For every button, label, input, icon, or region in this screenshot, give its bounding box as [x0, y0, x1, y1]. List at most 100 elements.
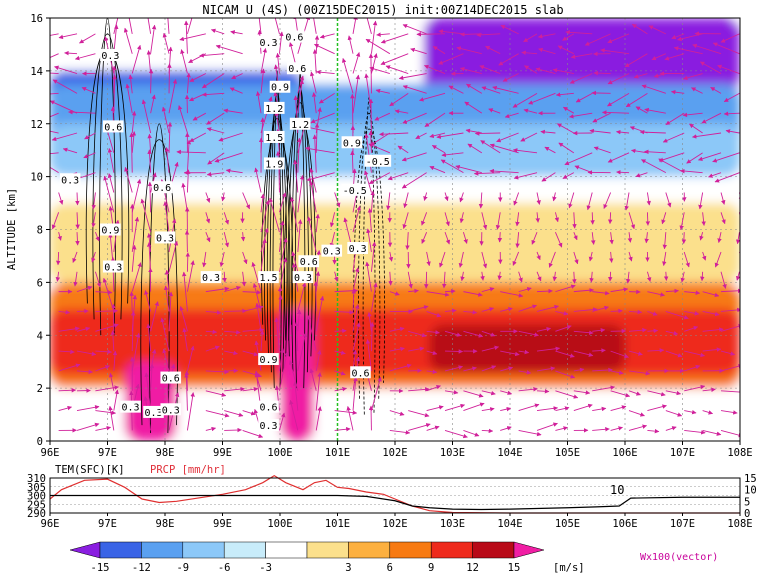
- wind-vector: [647, 428, 660, 434]
- wind-vector: [721, 288, 740, 294]
- contour-label: 0.6: [162, 374, 180, 385]
- wind-vector: [223, 108, 243, 114]
- wind-vector: [260, 68, 266, 94]
- wind-vector: [684, 290, 701, 295]
- wind-vector: [714, 172, 740, 183]
- wind-vector: [647, 328, 659, 334]
- wind-vector: [431, 145, 446, 154]
- left-tick-label: 290: [27, 508, 46, 520]
- timeseries-annotation: 10: [610, 483, 624, 497]
- wind-vector: [708, 172, 722, 178]
- contour-label-box: [59, 173, 81, 186]
- wind-vector: [403, 192, 409, 209]
- wind-vector: [537, 33, 556, 39]
- wind-vector: [307, 216, 317, 253]
- wind-vector: [515, 232, 520, 249]
- wind-vector: [573, 251, 579, 265]
- wind-vector: [592, 385, 616, 392]
- wind-vector: [76, 422, 100, 431]
- wind-vector: [648, 25, 667, 35]
- wind-vector: [278, 351, 289, 391]
- wind-vector: [113, 389, 119, 411]
- wind-vector: [95, 385, 119, 392]
- wind-vector: [562, 172, 575, 179]
- wind-vector: [573, 287, 594, 293]
- wind-vector: [107, 173, 115, 193]
- wind-vector: [419, 92, 446, 102]
- wind-vector: [318, 92, 335, 104]
- wind-vector: [131, 294, 138, 332]
- wind-vector: [481, 345, 500, 352]
- wind-vector: [569, 112, 593, 119]
- wind-vector: [365, 261, 372, 292]
- wind-vector: [700, 271, 705, 282]
- wind-vector: [673, 46, 703, 55]
- wind-vector: [665, 426, 677, 431]
- contour-label: 0.3: [259, 38, 277, 49]
- wind-vector: [254, 372, 262, 391]
- wind-vector: [346, 406, 354, 431]
- wind-vector: [665, 192, 672, 208]
- wind-vector: [665, 410, 683, 417]
- wind-vector: [500, 366, 514, 372]
- wind-vector: [500, 350, 520, 357]
- x-tick-label: 108E: [727, 447, 752, 459]
- wind-vector: [91, 212, 96, 228]
- wind-vector: [224, 285, 241, 293]
- wind-vector: [128, 74, 133, 94]
- wind-vector: [168, 79, 178, 114]
- wind-vector: [725, 129, 740, 134]
- contour-label: 0.6: [259, 403, 277, 414]
- wind-vector: [444, 330, 462, 337]
- wind-vector: [665, 330, 679, 336]
- wind-vector: [555, 406, 570, 412]
- colorbar-bin: [223, 541, 266, 559]
- wind-vector: [552, 68, 574, 74]
- wind-vector: [424, 64, 446, 74]
- wind-vector: [426, 385, 441, 392]
- wind-vector: [555, 325, 572, 332]
- sub-x-tick-label: 105E: [555, 518, 580, 530]
- wind-vector: [663, 271, 669, 281]
- wind-vector: [720, 429, 740, 438]
- wind-vector: [52, 79, 78, 94]
- wind-vector: [352, 322, 361, 352]
- wind-vector: [463, 291, 483, 297]
- wind-vector: [615, 129, 630, 135]
- wind-vector: [500, 307, 513, 312]
- x-tick-label: 98E: [156, 447, 175, 459]
- wind-vector: [240, 232, 246, 242]
- wind-vector: [590, 232, 596, 245]
- wind-vector: [164, 269, 170, 292]
- wind-vector: [523, 33, 538, 43]
- colorbar-bin: [472, 541, 515, 559]
- wind-vector: [110, 330, 116, 352]
- right-axis-title: PRCP [mm/hr]: [150, 464, 226, 476]
- wind-vector: [309, 71, 317, 94]
- wind-vector: [146, 323, 152, 352]
- wind-vector: [641, 159, 667, 174]
- wind-vector: [408, 346, 425, 352]
- wind-vector: [518, 403, 540, 412]
- wind-vector: [369, 66, 390, 74]
- wind-vector: [720, 324, 740, 332]
- contour-label-box: [321, 244, 343, 257]
- contour-label-box: [200, 271, 222, 284]
- wind-vector: [147, 181, 153, 213]
- wind-vector: [466, 83, 483, 94]
- wind-vector: [150, 349, 157, 372]
- wind-vector: [55, 251, 61, 266]
- wind-vector: [352, 18, 358, 34]
- wind-vector: [367, 311, 372, 332]
- wind-vector: [179, 306, 188, 332]
- wind-vector: [521, 50, 538, 55]
- wind-vector: [314, 43, 335, 55]
- wind-vector: [275, 52, 281, 74]
- wind-vector: [684, 364, 701, 372]
- wind-vector: [131, 110, 137, 134]
- wind-vector: [573, 403, 593, 412]
- wind-vector: [289, 399, 299, 431]
- wind-vector: [278, 412, 286, 431]
- y-tick-label: 2: [37, 383, 43, 395]
- colorbar-bin: [99, 541, 142, 559]
